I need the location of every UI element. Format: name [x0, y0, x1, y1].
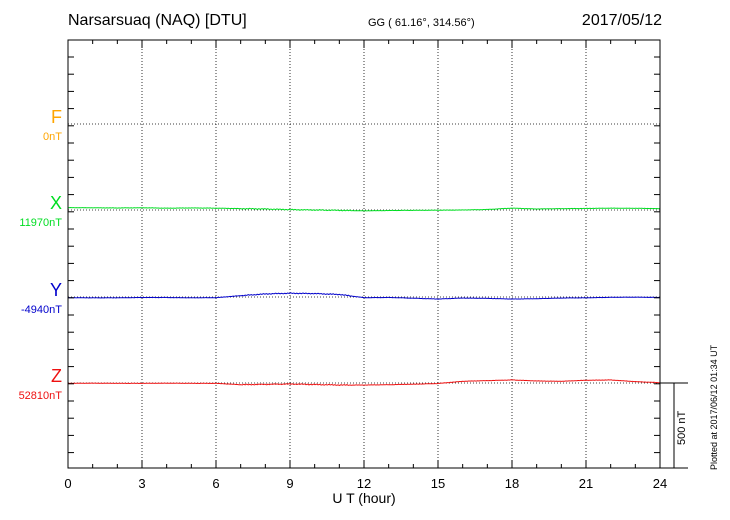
- geographic-coordinates: GG ( 61.16°, 314.56°): [368, 17, 475, 29]
- x-tick-label: 9: [286, 476, 293, 491]
- plot-date: 2017/05/12: [581, 12, 662, 29]
- x-tick-label: 21: [579, 476, 593, 491]
- plotted-timestamp: Plotted at 2017/06/12 01:34 UT: [709, 344, 719, 470]
- series-traces: [67, 206, 661, 386]
- trace-z: [67, 379, 661, 386]
- scale-bar-label: 500 nT: [676, 410, 688, 445]
- x-tick-label: 0: [64, 476, 71, 491]
- grid-lines: [68, 40, 660, 468]
- scale-bar: [660, 382, 688, 469]
- x-axis-label: U T (hour): [332, 490, 395, 506]
- x-axis: 0 3 6 9 12 15 18 21 24: [64, 40, 667, 491]
- trace-x: [67, 206, 660, 212]
- x-tick-label: 6: [212, 476, 219, 491]
- x-tick-label: 15: [431, 476, 445, 491]
- baseline-value-z: 52810nT: [18, 390, 62, 402]
- trace-y: [67, 292, 661, 300]
- series-label-x: X: [49, 193, 62, 213]
- baseline-value-f: 0nT: [43, 131, 62, 143]
- baseline-value-y: -4940nT: [21, 304, 62, 316]
- x-tick-label: 12: [357, 476, 371, 491]
- series-label-f: F: [51, 107, 62, 127]
- x-tick-label: 18: [505, 476, 519, 491]
- x-tick-label: 24: [653, 476, 667, 491]
- series-label-y: Y: [49, 280, 62, 300]
- series-label-z: Z: [51, 366, 62, 386]
- station-title: Narsarsuaq (NAQ) [DTU]: [68, 12, 247, 29]
- y-tick-marks: [68, 56, 660, 454]
- baseline-value-x: 11970nT: [19, 217, 62, 229]
- x-tick-label: 3: [138, 476, 145, 491]
